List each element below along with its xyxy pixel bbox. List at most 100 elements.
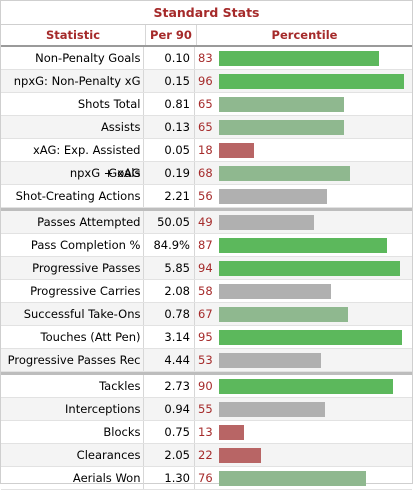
per90-cell: 1.30 xyxy=(144,467,195,489)
table-row: Touches (Att Pen) 3.14 95 xyxy=(1,326,412,349)
table-row: Progressive Carries 2.08 58 xyxy=(1,280,412,303)
table-row: Tackles 2.73 90 xyxy=(1,375,412,398)
percentile-cell: 55 xyxy=(195,398,412,420)
percentile-bar-track xyxy=(219,306,412,322)
percentile-bar xyxy=(219,142,254,158)
percentile-bar-track xyxy=(219,424,412,440)
per90-cell: 0.15 xyxy=(144,70,195,92)
statistic-cell: Clearances xyxy=(1,444,145,466)
table-body: Non-Penalty Goals 0.10 83 npxG: Non-Penalty… xyxy=(1,47,412,490)
statistic-cell: Touches (Att Pen) xyxy=(1,326,145,348)
statistic-cell: Blocks xyxy=(1,421,145,443)
table-row: Aerials Won 1.30 76 xyxy=(1,467,412,490)
percentile-bar xyxy=(219,283,331,299)
percentile-bar xyxy=(219,214,314,230)
percentile-value: 94 xyxy=(198,261,213,275)
percentile-bar xyxy=(219,424,244,440)
table-row: Successful Take-Ons 0.78 67 xyxy=(1,303,412,326)
per90-cell: 0.13 xyxy=(144,116,195,138)
per90-cell: 2.05 xyxy=(144,444,195,466)
percentile-value: 76 xyxy=(198,471,213,485)
table-row: Shot-Creating Actions 2.21 56 xyxy=(1,185,412,208)
percentile-value: 13 xyxy=(198,425,213,439)
group-separator xyxy=(1,372,412,375)
table-row: Progressive Passes Rec 4.44 53 xyxy=(1,349,412,372)
statistic-cell: Progressive Passes xyxy=(1,257,145,279)
statistic-cell: Assists xyxy=(1,116,145,138)
percentile-bar xyxy=(219,50,379,66)
per90-cell: 0.78 xyxy=(144,303,195,325)
table-row: Non-Penalty Goals 0.10 83 xyxy=(1,47,412,70)
percentile-bar xyxy=(219,96,344,112)
percentile-cell: 18 xyxy=(195,139,412,161)
percentile-bar xyxy=(219,188,327,204)
statistic-cell: xAG: Exp. Assisted Goals xyxy=(1,139,145,180)
percentile-value: 96 xyxy=(198,74,213,88)
percentile-cell: 22 xyxy=(195,444,412,466)
percentile-cell: 76 xyxy=(195,467,412,489)
percentile-value: 95 xyxy=(198,330,213,344)
percentile-cell: 67 xyxy=(195,303,412,325)
percentile-cell: 95 xyxy=(195,326,412,348)
percentile-value: 68 xyxy=(198,166,213,180)
percentile-bar-track xyxy=(219,119,412,135)
percentile-bar xyxy=(219,119,344,135)
percentile-cell: 96 xyxy=(195,70,412,92)
per90-cell: 0.05 xyxy=(144,139,195,161)
table-row: Progressive Passes 5.85 94 xyxy=(1,257,412,280)
per90-cell: 2.73 xyxy=(144,375,195,397)
header-percentile[interactable]: Percentile xyxy=(271,28,338,42)
percentile-cell: 56 xyxy=(195,185,412,207)
table-row: Clearances 2.05 22 xyxy=(1,444,412,467)
table-row: Passes Attempted 50.05 49 xyxy=(1,211,412,234)
table-row: Blocks 0.75 13 xyxy=(1,421,412,444)
percentile-bar-track xyxy=(219,447,412,463)
percentile-bar xyxy=(219,447,261,463)
per90-cell: 0.19 xyxy=(144,162,195,184)
percentile-cell: 49 xyxy=(195,211,412,233)
percentile-value: 49 xyxy=(198,215,213,229)
header-per90[interactable]: Per 90 xyxy=(146,25,197,45)
statistic-cell: npxG + xAG xyxy=(1,162,145,184)
percentile-bar-track xyxy=(219,401,412,417)
percentile-bar xyxy=(219,352,321,368)
header-statistic[interactable]: Statistic xyxy=(1,25,146,45)
per90-cell: 2.21 xyxy=(144,185,195,207)
percentile-bar-track xyxy=(219,73,412,89)
statistic-cell: Shot-Creating Actions xyxy=(1,185,145,207)
percentile-bar xyxy=(219,378,393,394)
per90-cell: 0.75 xyxy=(144,421,195,443)
per90-cell: 2.08 xyxy=(144,280,195,302)
percentile-value: 65 xyxy=(198,120,213,134)
percentile-bar-track xyxy=(219,352,412,368)
table-row: npxG: Non-Penalty xG 0.15 96 xyxy=(1,70,412,93)
per90-cell: 84.9% xyxy=(144,234,195,256)
table-row: Pass Completion % 84.9% 87 xyxy=(1,234,412,257)
percentile-value: 56 xyxy=(198,189,213,203)
statistic-cell: Interceptions xyxy=(1,398,145,420)
percentile-bar-track xyxy=(219,237,412,253)
percentile-value: 55 xyxy=(198,402,213,416)
per90-cell: 4.44 xyxy=(144,349,195,371)
table-caption: Standard Stats xyxy=(1,1,412,25)
per90-cell: 0.94 xyxy=(144,398,195,420)
table-row: npxG + xAG 0.19 68 xyxy=(1,162,412,185)
percentile-bar-track xyxy=(219,142,412,158)
statistic-cell: Pass Completion % xyxy=(1,234,145,256)
percentile-bar-track xyxy=(219,50,412,66)
statistic-cell: Passes Attempted xyxy=(1,211,145,233)
percentile-cell: 83 xyxy=(195,47,412,69)
percentile-bar xyxy=(219,401,325,417)
percentile-bar xyxy=(219,165,350,181)
statistic-cell: Progressive Passes Rec xyxy=(1,349,145,371)
percentile-bar-track xyxy=(219,260,412,276)
percentile-bar xyxy=(219,329,402,345)
percentile-cell: 13 xyxy=(195,421,412,443)
statistic-cell: Aerials Won xyxy=(1,467,145,489)
table-row: Shots Total 0.81 65 xyxy=(1,93,412,116)
percentile-cell: 90 xyxy=(195,375,412,397)
percentile-cell: 58 xyxy=(195,280,412,302)
percentile-value: 87 xyxy=(198,238,213,252)
percentile-bar-track xyxy=(219,470,412,486)
